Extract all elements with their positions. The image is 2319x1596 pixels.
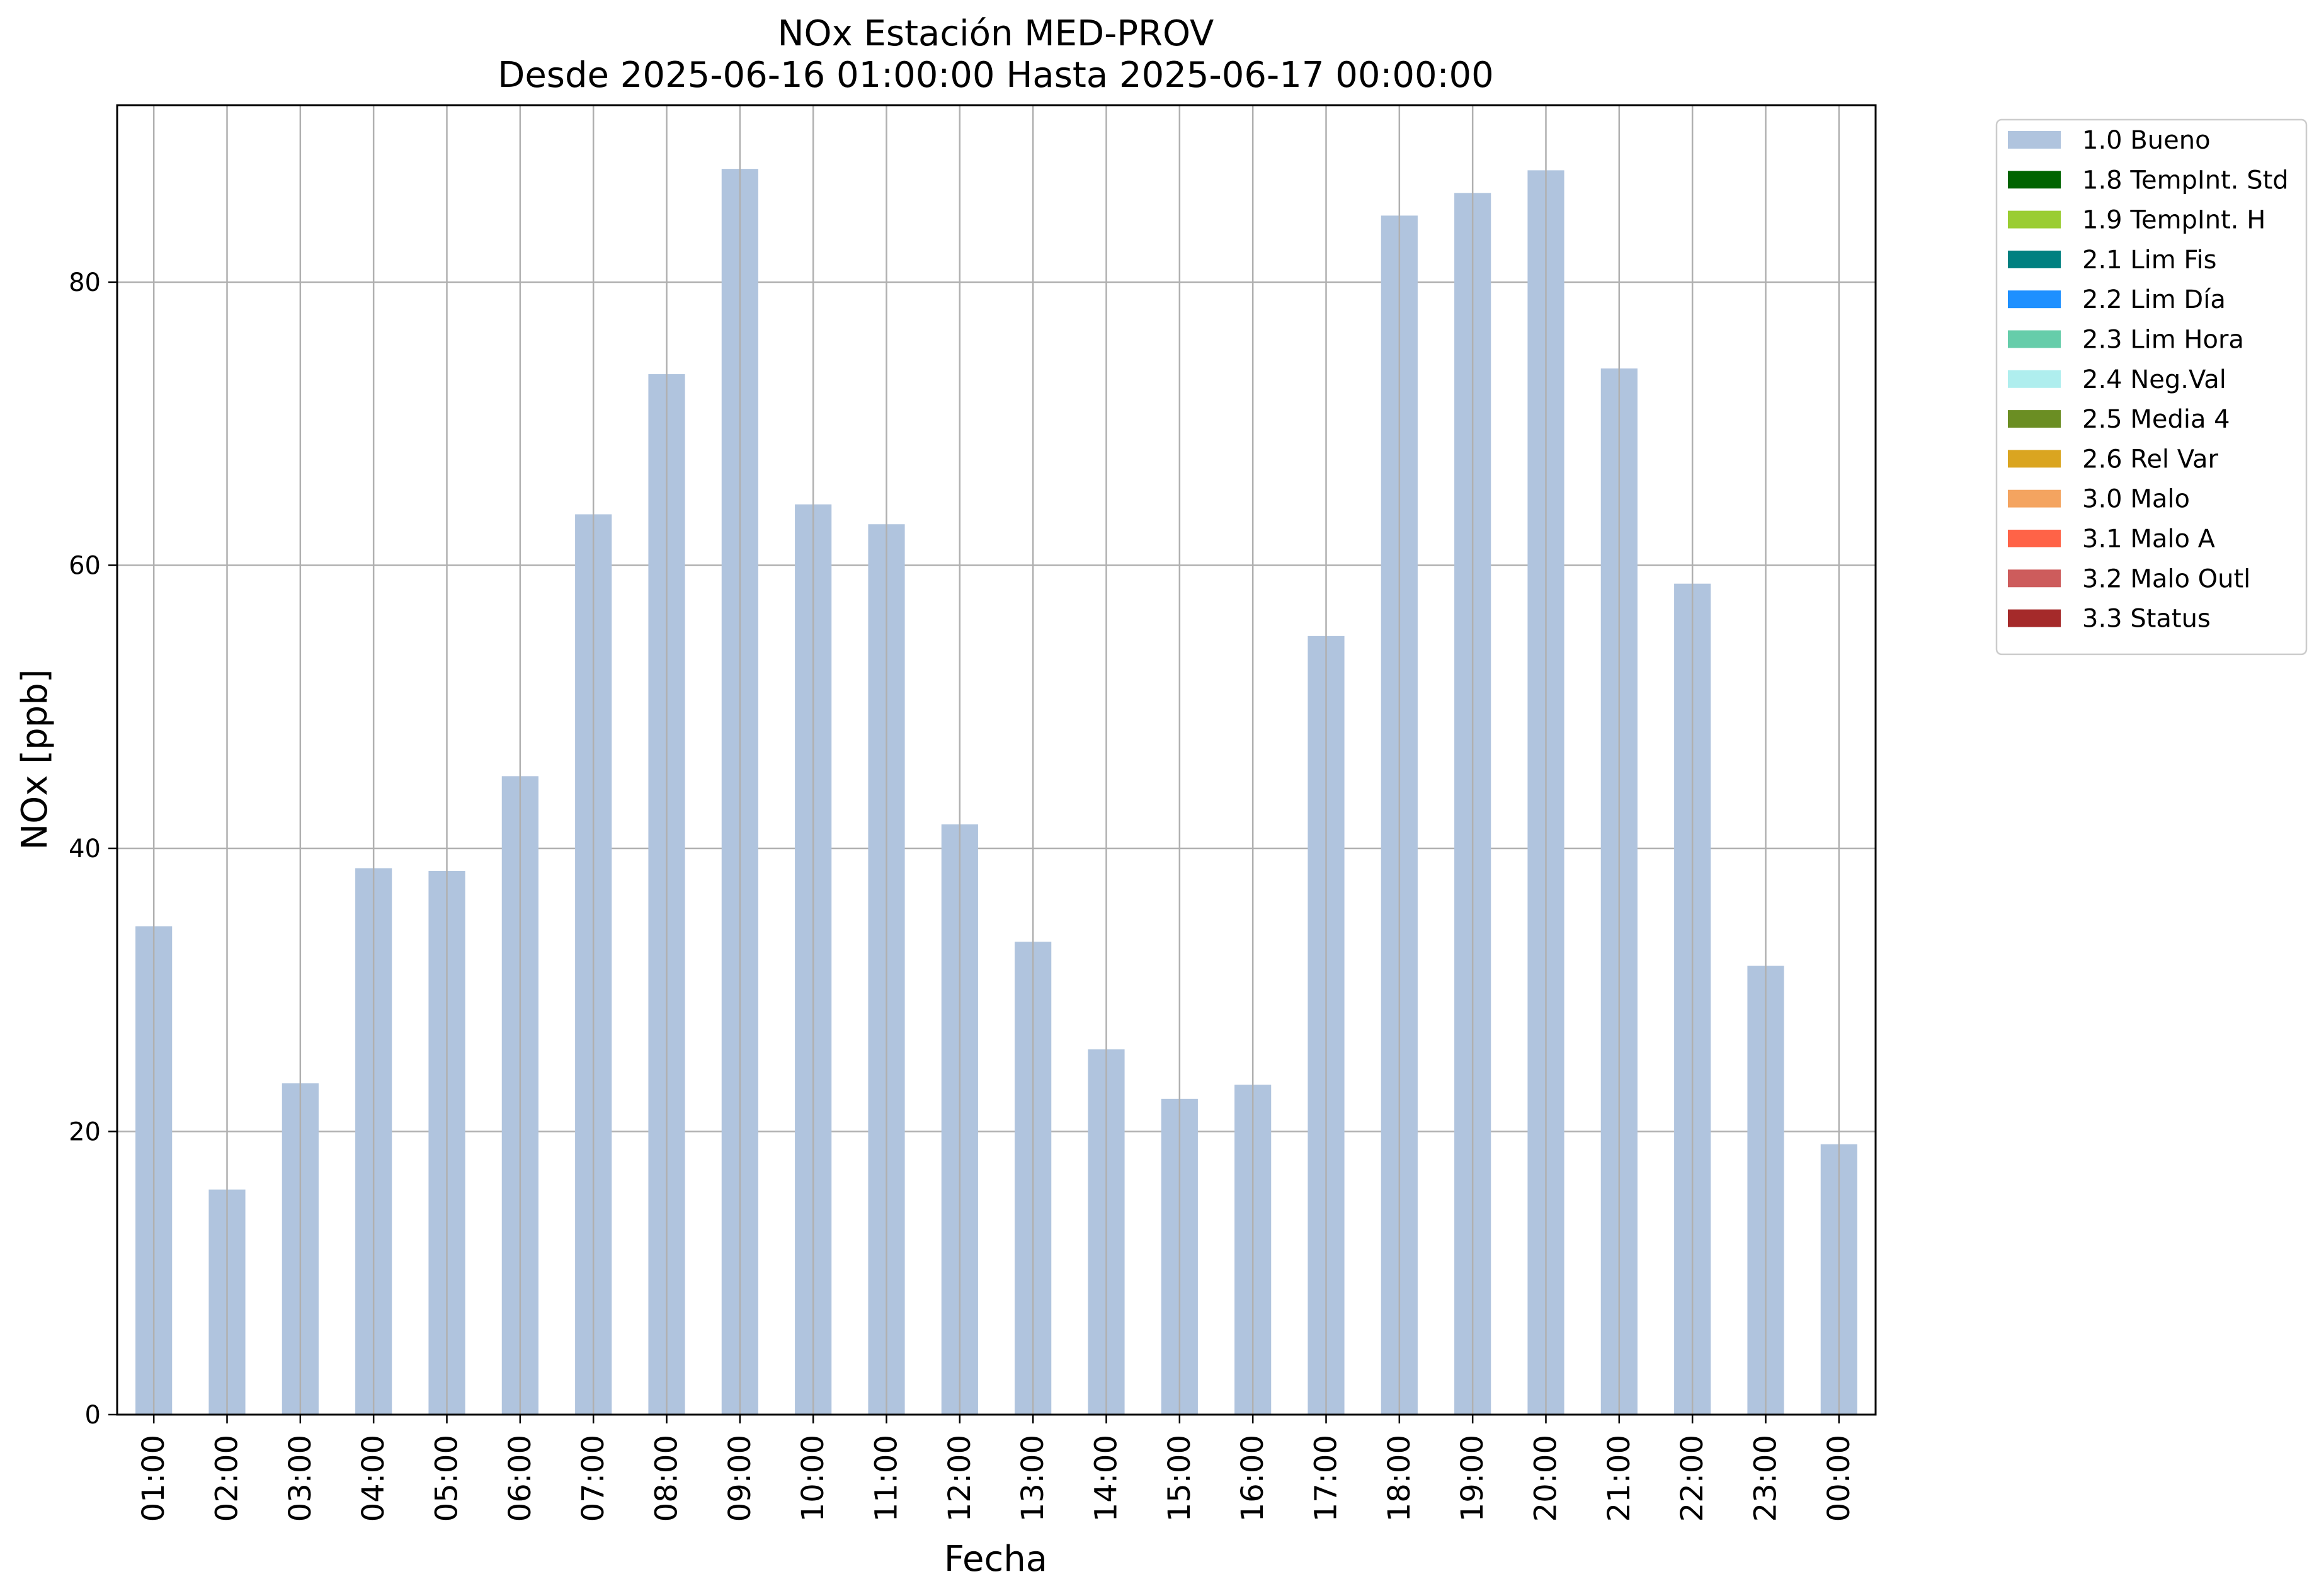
legend: 1.0 Bueno 1.8 TempInt. Std 1.9 TempInt. H 2… xyxy=(1995,118,2308,656)
legend-label: 3.1 Malo A xyxy=(2082,525,2216,554)
chart-title: NOx Estación MED-PROV xyxy=(778,13,1214,54)
x-tick-label: 17:00 xyxy=(1309,1435,1344,1522)
x-axis: 01:00 02:00 03:00 04:00 05:00 06:00 07:00 08:00… xyxy=(136,1415,1857,1522)
legend-label: 1.9 TempInt. H xyxy=(2082,206,2265,235)
x-tick-label: 22:00 xyxy=(1675,1435,1710,1522)
x-tick-label: 10:00 xyxy=(795,1435,831,1522)
legend-swatch xyxy=(2008,410,2061,428)
legend-swatch xyxy=(2008,250,2061,268)
x-tick-label: 07:00 xyxy=(576,1435,611,1522)
legend-label: 3.2 Malo Outl xyxy=(2082,564,2250,593)
chart-subtitle: Desde 2025-06-16 01:00:00 Hasta 2025-06-… xyxy=(498,55,1494,96)
legend-label: 2.6 Rel Var xyxy=(2082,445,2219,474)
x-tick-label: 03:00 xyxy=(283,1435,318,1522)
vgrid-layer xyxy=(152,105,1840,1415)
legend-label: 1.0 Bueno xyxy=(2082,126,2211,155)
x-tick-label: 05:00 xyxy=(430,1435,465,1522)
legend-label: 2.3 Lim Hora xyxy=(2082,326,2244,355)
legend-label: 3.0 Malo xyxy=(2082,485,2190,514)
legend-swatch xyxy=(2008,569,2061,588)
legend-label: 2.5 Media 4 xyxy=(2082,405,2230,434)
x-tick-label: 08:00 xyxy=(649,1435,685,1522)
y-tick-label: 80 xyxy=(69,268,101,297)
legend-swatch xyxy=(2008,370,2061,388)
x-tick-label: 20:00 xyxy=(1529,1435,1564,1522)
x-axis-label: Fecha xyxy=(944,1539,1047,1580)
x-tick-label: 04:00 xyxy=(356,1435,391,1522)
legend-label: 2.4 Neg.Val xyxy=(2082,365,2226,394)
x-tick-label: 11:00 xyxy=(869,1435,904,1522)
x-tick-label: 02:00 xyxy=(210,1435,245,1522)
legend-label: 2.1 Lim Fis xyxy=(2082,246,2216,275)
legend-swatch xyxy=(2008,489,2061,508)
x-tick-label: 21:00 xyxy=(1602,1435,1637,1522)
legend-label: 2.2 Lim Día xyxy=(2082,285,2226,314)
legend-swatch xyxy=(2008,530,2061,547)
x-tick-label: 19:00 xyxy=(1455,1435,1490,1522)
legend-label: 1.8 TempInt. Std xyxy=(2082,166,2289,195)
x-tick-label: 09:00 xyxy=(722,1435,758,1522)
y-axis-label: NOx [ppb] xyxy=(14,669,55,850)
x-tick-label: 14:00 xyxy=(1089,1435,1124,1522)
y-tick-label: 60 xyxy=(69,551,101,580)
legend-swatch xyxy=(2008,290,2061,309)
legend-frame xyxy=(1995,118,2308,656)
legend-label: 3.3 Status xyxy=(2082,605,2211,634)
x-tick-label: 00:00 xyxy=(1821,1435,1857,1522)
x-tick-label: 06:00 xyxy=(503,1435,538,1522)
x-tick-label: 15:00 xyxy=(1162,1435,1197,1522)
plot-frame xyxy=(116,104,1877,1416)
x-tick-label: 23:00 xyxy=(1748,1435,1784,1522)
legend-swatch xyxy=(2008,171,2061,189)
legend-swatch xyxy=(2008,210,2061,229)
legend-swatch xyxy=(2008,609,2061,627)
x-tick-label: 12:00 xyxy=(942,1435,977,1522)
x-tick-label: 16:00 xyxy=(1235,1435,1270,1522)
y-axis: 0 20 40 60 80 xyxy=(69,268,117,1430)
x-tick-label: 13:00 xyxy=(1015,1435,1051,1522)
x-tick-label: 01:00 xyxy=(136,1435,171,1522)
y-tick-label: 20 xyxy=(69,1117,101,1146)
y-tick-label: 40 xyxy=(69,835,101,864)
legend-swatch xyxy=(2008,330,2061,348)
legend-swatch xyxy=(2008,450,2061,468)
x-tick-label: 18:00 xyxy=(1382,1435,1417,1522)
legend-swatch xyxy=(2008,131,2061,149)
bars-layer xyxy=(135,169,1857,1415)
y-tick-label: 0 xyxy=(85,1401,101,1430)
